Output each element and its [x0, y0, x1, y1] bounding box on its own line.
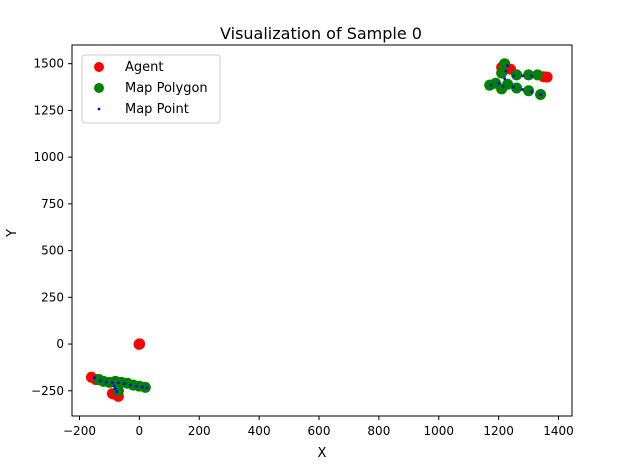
x-tick-label: 600 — [308, 424, 331, 438]
data-marks — [85, 58, 553, 402]
map-point-point — [512, 85, 516, 89]
y-axis-ticks: −250 0 250 500 750 1000 1250 1500 — [31, 57, 72, 398]
map-polygon-point — [523, 69, 535, 81]
map-polygon-point — [496, 83, 508, 95]
map-point-point — [521, 88, 524, 91]
map-polygon-point — [532, 69, 544, 81]
map-point-point — [530, 74, 533, 78]
map-point-point — [503, 77, 507, 81]
map-point-point — [512, 74, 516, 78]
legend-box — [81, 54, 221, 124]
map-polygon-point — [499, 58, 511, 70]
y-tick-label: −250 — [31, 384, 64, 398]
y-tick-label: 0 — [56, 337, 64, 351]
plot-frame — [71, 44, 573, 417]
y-tick-label: 1500 — [33, 57, 64, 71]
map-point-point — [506, 64, 510, 67]
y-tick-label: 1000 — [33, 150, 64, 164]
x-tick-label: 200 — [188, 424, 211, 438]
map-point-point — [114, 387, 117, 391]
x-tick-label: 1200 — [483, 424, 514, 438]
x-axis-ticks: −200 0 200 400 600 800 1000 1200 1400 — [63, 416, 574, 438]
map-point-point — [521, 74, 524, 78]
legend: Agent Map Polygon Map Point — [81, 54, 221, 124]
x-tick-label: −200 — [63, 424, 96, 438]
map-polygon-point — [511, 82, 523, 94]
map-point-point — [145, 386, 149, 390]
y-tick-label: 500 — [41, 244, 64, 258]
map-point-point — [489, 83, 493, 87]
map-point-point — [134, 384, 138, 388]
x-tick-label: 0 — [136, 424, 144, 438]
chart-title: Visualization of Sample 0 — [220, 24, 422, 43]
map-point-point — [140, 385, 144, 389]
x-axis-label: X — [318, 446, 327, 461]
map-point-point — [115, 390, 119, 394]
map-point-point — [112, 384, 116, 388]
x-tick-label: 1400 — [543, 424, 574, 438]
map-polygon-point — [139, 381, 151, 393]
legend-agent-label: Agent — [125, 60, 163, 75]
x-tick-label: 400 — [248, 424, 271, 438]
y-tick-label: 1250 — [33, 103, 64, 117]
legend-map-polygon-marker — [94, 83, 104, 93]
legend-map-point-label: Map Point — [125, 102, 189, 117]
map-polygon-point — [496, 67, 508, 79]
legend-map-polygon-label: Map Polygon — [125, 81, 208, 96]
x-tick-label: 800 — [367, 424, 390, 438]
map-point-point — [128, 383, 132, 387]
map-polygon-point — [523, 85, 535, 97]
map-point-point — [111, 381, 114, 384]
y-axis-label: Y — [5, 229, 20, 238]
legend-agent-marker — [94, 62, 104, 72]
x-tick-label: 1000 — [423, 424, 454, 438]
legend-map-point-marker — [97, 107, 101, 111]
map-point-point — [105, 380, 108, 384]
y-tick-label: 750 — [41, 197, 64, 211]
map-point-point — [504, 69, 508, 73]
map-point-point — [123, 382, 126, 386]
agent-point — [134, 338, 146, 350]
map-point-point — [93, 376, 96, 380]
map-point-point — [539, 93, 542, 96]
map-polygon-point — [511, 69, 523, 81]
map-point-point — [117, 381, 120, 385]
map-point-point — [497, 81, 501, 85]
map-point-point — [530, 90, 533, 94]
y-tick-label: 250 — [41, 290, 64, 304]
map-point-point — [501, 84, 505, 88]
map-point-point — [99, 379, 102, 382]
